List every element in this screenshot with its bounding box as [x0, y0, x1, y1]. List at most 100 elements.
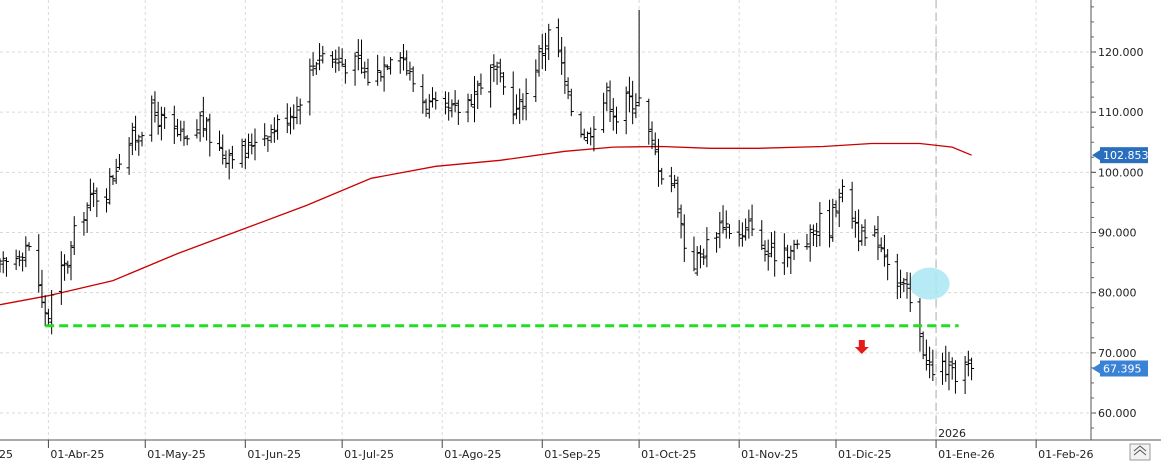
ohlc-bar	[488, 64, 494, 108]
ohlc-bar	[262, 123, 268, 147]
ohlc-bar	[339, 48, 345, 67]
ohlc-bar	[894, 253, 900, 300]
ohlc-bar	[94, 187, 100, 218]
ohlc-bar	[652, 132, 658, 156]
ohlc-bar	[465, 93, 471, 123]
ohlc-bar	[501, 72, 507, 95]
y-tick-label: 70.000	[1098, 347, 1137, 360]
ohlc-bar	[714, 232, 720, 253]
ohlc-bar	[497, 58, 503, 83]
ohlc-bar	[830, 198, 836, 242]
ohlc-bar	[275, 114, 281, 140]
x-tick-label: 01-Sep-25	[544, 448, 601, 461]
ohlc-bar	[759, 220, 765, 251]
ohlc-bar	[833, 200, 839, 218]
ohlc-bar	[313, 62, 319, 75]
ohlc-bar	[178, 120, 184, 142]
ohlc-bar	[3, 257, 9, 277]
annotations-layer	[909, 267, 950, 300]
ohlc-bar	[949, 357, 955, 380]
ohlc-bar	[113, 158, 119, 184]
ohlc-bar	[116, 154, 122, 170]
highlight-ellipse	[909, 267, 950, 300]
ohlc-bar	[565, 77, 571, 100]
ohlc-bar	[207, 113, 213, 157]
ohlc-bar	[827, 199, 833, 248]
moving-average-layer	[0, 142, 972, 306]
ohlc-bar	[655, 138, 661, 187]
ohlc-bar	[407, 61, 413, 81]
ohlc-bar	[362, 61, 368, 79]
ohlc-bars-layer	[0, 9, 975, 395]
y-tick-label: 110.000	[1098, 106, 1144, 119]
ohlc-bar	[307, 58, 313, 116]
ohlc-bar	[930, 349, 936, 382]
ohlc-bar	[294, 96, 300, 125]
svg-text:67.395: 67.395	[1103, 363, 1142, 376]
ohlc-bar	[158, 106, 164, 141]
ohlc-bar	[849, 181, 855, 229]
ohlc-bar	[268, 124, 274, 144]
year-divider: 2026	[935, 0, 966, 440]
x-tick-label: 01-Ene-26	[938, 448, 995, 461]
ohlc-bar	[681, 214, 687, 262]
ohlc-bar	[336, 46, 342, 72]
ohlc-bar	[288, 107, 294, 135]
ohlc-bar	[668, 166, 674, 193]
ohlc-bar	[23, 236, 29, 268]
x-tick-label: 01-Dic-25	[838, 448, 892, 461]
ohlc-bar	[388, 57, 394, 75]
ohlc-bar	[468, 93, 474, 107]
ohlc-bar	[630, 80, 636, 125]
ohlc-bar	[946, 351, 952, 391]
ohlc-bar	[649, 121, 655, 150]
ohlc-bar	[704, 227, 710, 268]
ohlc-bar	[446, 92, 452, 121]
ohlc-bar	[400, 43, 406, 71]
ohlc-bar	[965, 350, 971, 377]
ohlc-bar	[194, 119, 200, 139]
ohlc-bar	[404, 50, 410, 76]
ohlc-bar	[426, 94, 432, 119]
ohlc-bar	[762, 240, 768, 262]
ohlc-bar	[746, 209, 752, 239]
ohlc-bar	[675, 176, 681, 218]
ohlc-bar	[381, 56, 387, 92]
ohlc-bar	[568, 88, 574, 117]
ohlc-bar	[520, 93, 526, 121]
ohlc-bar	[885, 248, 891, 281]
ohlc-bar	[271, 117, 277, 143]
collapse-axis-button[interactable]	[1129, 443, 1151, 461]
ohlc-bar	[155, 101, 161, 135]
ohlc-bar	[200, 96, 206, 138]
ohlc-bar	[768, 232, 774, 258]
ohlc-bar	[962, 355, 968, 395]
ohlc-bar	[197, 111, 203, 142]
ohlc-bar	[126, 137, 132, 175]
ohlc-bar	[607, 80, 613, 122]
ohlc-bar	[129, 122, 135, 156]
ohlc-bar	[71, 216, 77, 255]
x-tick-label: 01-Nov-25	[741, 448, 798, 461]
ohlc-bar	[152, 91, 158, 123]
ohlc-bar	[578, 111, 584, 138]
x-tick-label: 01-Feb-26	[1038, 448, 1093, 461]
ohlc-bar	[45, 308, 51, 326]
x-tick-label: 01-May-25	[147, 448, 205, 461]
ohlc-bar	[475, 80, 481, 110]
ohlc-bar	[546, 23, 552, 61]
ohlc-bar	[204, 117, 210, 141]
ohlc-bar	[333, 49, 339, 73]
ohlc-bar	[36, 234, 42, 293]
ohlc-bar	[691, 236, 697, 272]
ohlc-bar	[726, 224, 732, 239]
ohlc-bar	[723, 210, 729, 239]
ohlc-bar	[591, 116, 597, 152]
moving-average-line	[0, 142, 972, 306]
ohlc-bar	[16, 250, 22, 267]
ohlc-bar	[898, 269, 904, 299]
ohlc-bar	[517, 88, 523, 124]
ohlc-bar	[216, 130, 222, 151]
ohlc-bar	[543, 32, 548, 71]
